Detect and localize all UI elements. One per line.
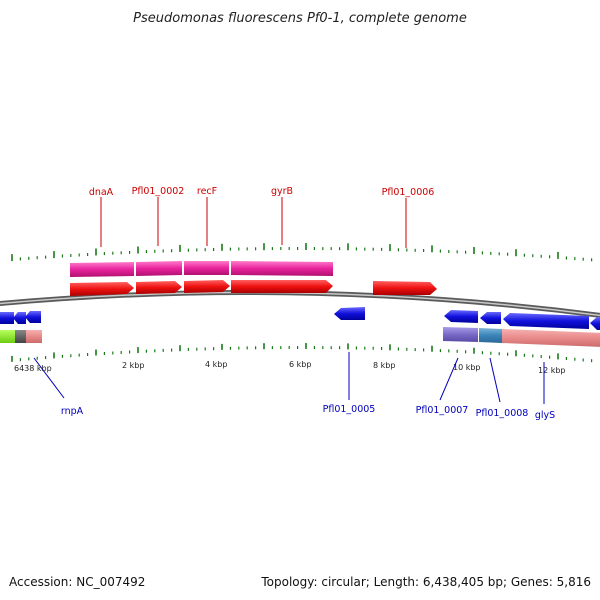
genome-backbone-outer xyxy=(0,289,600,318)
reverse-gene-labels: rnpA Pfl01_0005 Pfl01_0007 Pfl01_0008 gl… xyxy=(33,352,555,421)
forward-gene-track xyxy=(70,280,437,296)
reverse-cds-track xyxy=(0,327,600,347)
kbp-label: 6 kbp xyxy=(289,360,311,369)
cds-pfl01-0008[interactable] xyxy=(479,328,502,343)
cds-recf[interactable] xyxy=(184,261,229,275)
label-dnaa[interactable]: dnaA xyxy=(89,187,114,198)
kbp-label: 8 kbp xyxy=(373,361,395,370)
gene-pfl01-0006[interactable] xyxy=(373,281,437,295)
leader-line xyxy=(439,357,459,401)
gene-left-edge[interactable] xyxy=(0,312,14,324)
leader-line xyxy=(33,357,65,399)
kbp-label: 12 kbp xyxy=(538,366,566,375)
cds-pfl01-0007[interactable] xyxy=(443,327,478,342)
label-rnpa[interactable]: rnpA xyxy=(61,406,84,417)
scale-ticks xyxy=(11,243,593,363)
kbp-labels: 6438 kbp 2 kbp 4 kbp 6 kbp 8 kbp 10 kbp … xyxy=(14,360,566,375)
kbp-label: 6438 kbp xyxy=(14,364,52,373)
genome-summary-text: Topology: circular; Length: 6,438,405 bp… xyxy=(260,575,591,589)
label-recf[interactable]: recF xyxy=(197,186,217,197)
label-pfl01-0008[interactable]: Pfl01_0008 xyxy=(476,408,529,419)
kbp-label: 10 kbp xyxy=(453,363,481,372)
map-title: Pseudomonas fluorescens Pf0-1, complete … xyxy=(133,11,467,26)
forward-cds-track xyxy=(70,261,333,277)
label-pfl01-0006[interactable]: Pfl01_0006 xyxy=(382,187,435,198)
genome-backbone-inner xyxy=(0,291,600,317)
label-pfl01-0002[interactable]: Pfl01_0002 xyxy=(132,186,185,197)
accession-text: Accession: NC_007492 xyxy=(9,575,145,589)
kbp-label: 2 kbp xyxy=(122,361,144,370)
label-pfl01-0007[interactable]: Pfl01_0007 xyxy=(416,405,469,416)
label-pfl01-0005[interactable]: Pfl01_0005 xyxy=(323,404,376,415)
leader-line xyxy=(489,357,501,403)
label-gyrb[interactable]: gyrB xyxy=(271,186,293,197)
cds-left-green[interactable] xyxy=(0,330,15,343)
gene-gyrb[interactable] xyxy=(231,280,333,293)
gene-pfl01-0005[interactable] xyxy=(334,307,365,320)
kbp-label: 4 kbp xyxy=(205,360,227,369)
gene-pfl01-0002[interactable] xyxy=(136,281,182,294)
reverse-gene-track xyxy=(0,307,600,330)
forward-gene-labels: dnaA Pfl01_0002 recF gyrB Pfl01_0006 xyxy=(89,186,435,248)
cds-gyrb[interactable] xyxy=(231,261,333,276)
cds-dnaa[interactable] xyxy=(70,262,134,277)
cds-left-gray[interactable] xyxy=(15,330,26,343)
gene-left-b[interactable] xyxy=(25,311,41,323)
gene-recf[interactable] xyxy=(184,280,230,293)
cds-rnpa[interactable] xyxy=(26,330,42,343)
gene-right-edge[interactable] xyxy=(590,317,600,330)
gene-left-a[interactable] xyxy=(13,312,26,324)
gene-pfl01-0008[interactable] xyxy=(480,312,501,324)
gene-pfl01-0007[interactable] xyxy=(444,310,478,323)
cds-pfl01-0002[interactable] xyxy=(136,261,182,276)
gene-dnaa[interactable] xyxy=(70,282,134,296)
gene-glys[interactable] xyxy=(503,313,589,329)
cds-glys[interactable] xyxy=(502,329,600,347)
label-glys[interactable]: glyS xyxy=(535,410,555,421)
